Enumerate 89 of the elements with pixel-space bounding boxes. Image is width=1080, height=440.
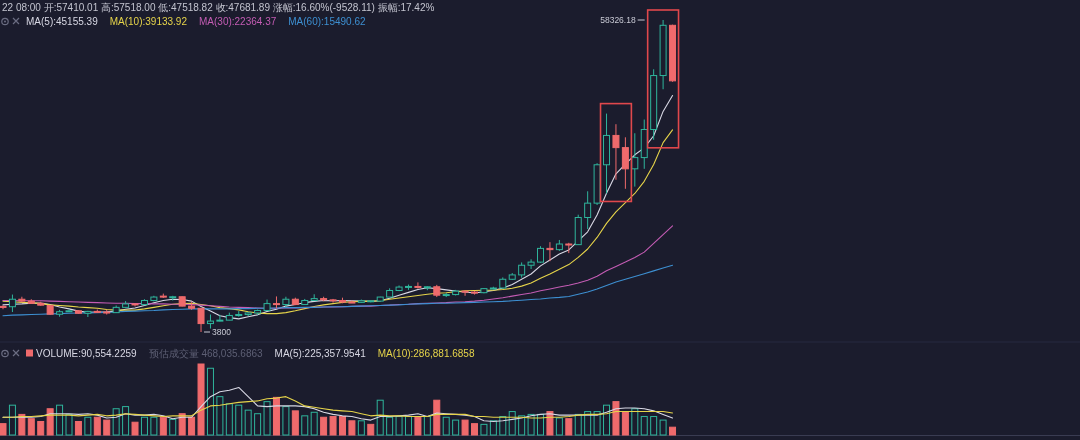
bar <box>376 399 384 436</box>
bar <box>169 418 177 436</box>
text: MA(10):39133.92 <box>109 16 188 27</box>
text: MA(5):225,357.9541 <box>274 348 367 359</box>
bar <box>612 401 620 436</box>
bar <box>282 406 290 436</box>
candlestick <box>584 190 592 230</box>
bar <box>659 419 667 436</box>
candlestick <box>546 241 554 262</box>
bar <box>650 416 658 436</box>
bar <box>56 404 64 436</box>
bar <box>216 396 224 436</box>
candlestick <box>197 307 205 333</box>
bar <box>640 416 648 436</box>
bar <box>338 416 346 436</box>
bar <box>404 416 412 436</box>
chart-title: 22 08:00 开:57410.01 高:57518.00 低:47518.82 收:47681.89 涨幅:16.60%(-9528.11) 振幅:17.42% <box>2 2 435 13</box>
candlestick <box>18 296 26 304</box>
bar <box>291 410 299 436</box>
bar <box>669 426 677 436</box>
bar <box>480 423 488 436</box>
bar <box>471 423 478 436</box>
bar <box>197 363 205 436</box>
bar <box>178 413 186 436</box>
candlestick <box>216 314 224 322</box>
bar <box>103 419 111 436</box>
bar <box>489 420 497 436</box>
bar <box>367 423 375 436</box>
bar <box>74 421 82 436</box>
bar <box>93 416 101 436</box>
bar <box>244 409 252 436</box>
bar <box>621 411 629 436</box>
bar <box>206 367 214 436</box>
bar <box>272 396 280 436</box>
bar <box>395 416 403 436</box>
candlestick <box>84 310 92 318</box>
bar <box>329 416 337 436</box>
bar <box>8 404 16 436</box>
bar <box>386 416 394 436</box>
bar <box>555 417 563 436</box>
bar <box>310 411 318 436</box>
bar <box>263 401 271 436</box>
bar <box>442 416 450 436</box>
bar <box>574 413 582 436</box>
bar <box>357 420 365 436</box>
text: MA(30):22364.37 <box>199 16 277 27</box>
bar <box>84 416 92 436</box>
annotation: 58326.18 <box>600 15 636 25</box>
bar <box>225 403 233 436</box>
bar <box>452 419 460 436</box>
bar <box>131 421 139 436</box>
bar <box>433 399 441 436</box>
candlestick <box>414 281 422 290</box>
bar <box>65 413 73 436</box>
candlestick <box>621 136 629 190</box>
candlestick <box>461 290 469 297</box>
bar <box>603 404 611 436</box>
bar <box>461 419 469 436</box>
candlestick <box>348 299 356 304</box>
annotation: 3800 <box>212 327 232 337</box>
bar <box>508 411 516 436</box>
bar <box>150 416 158 436</box>
bar <box>122 406 130 436</box>
bar <box>565 418 573 436</box>
bar <box>423 416 431 436</box>
legend-label: VOLUME:90,554.2259 <box>36 348 138 359</box>
candlestick <box>527 258 535 270</box>
bar <box>320 416 328 436</box>
candlestick <box>0 304 7 310</box>
bar <box>414 416 422 436</box>
bar <box>301 415 309 436</box>
bar <box>0 423 7 436</box>
text: MA(60):15490.62 <box>288 16 366 27</box>
bar <box>159 416 167 436</box>
text: 预估成交量 468,035.6863 <box>148 348 264 359</box>
bar <box>140 416 148 436</box>
bar <box>46 408 54 436</box>
bar <box>254 413 262 436</box>
bar <box>188 416 196 436</box>
bar <box>235 404 243 436</box>
bar <box>37 421 45 436</box>
text: MA(5):45155.39 <box>26 16 99 27</box>
bar <box>348 420 356 436</box>
bar <box>518 415 526 436</box>
candlestick <box>612 123 620 181</box>
bar <box>27 418 35 436</box>
bar <box>18 413 26 436</box>
text: MA(10):286,881.6858 <box>377 348 475 359</box>
bar <box>631 408 639 436</box>
